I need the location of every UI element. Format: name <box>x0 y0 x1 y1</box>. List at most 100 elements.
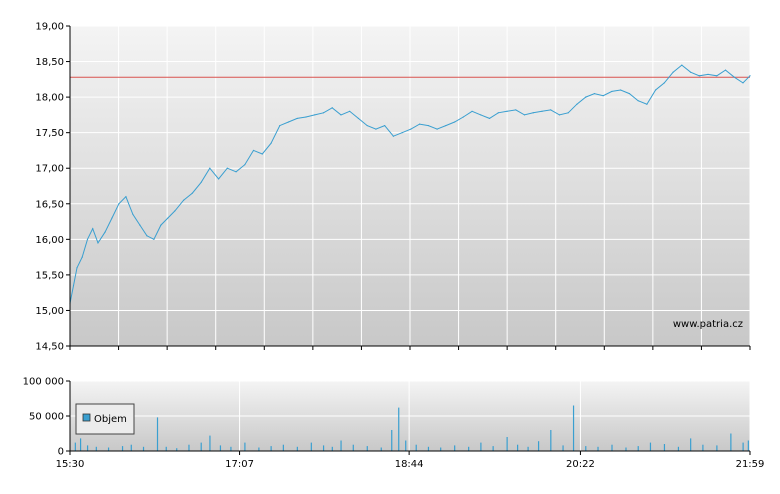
volume-bar <box>506 437 508 451</box>
x-tick-label: 21:59 <box>736 459 765 470</box>
price-point <box>532 112 534 114</box>
price-point <box>410 128 412 130</box>
price-point <box>698 75 700 77</box>
volume-panel: 100 000 50 000 0 15:30 17:07 18:44 20:22 21:59… <box>23 377 765 471</box>
volume-bar <box>331 446 333 451</box>
volume-bar <box>258 447 260 451</box>
volume-legend: Objem <box>75 403 135 435</box>
price-point <box>314 114 316 116</box>
price-point <box>620 89 622 91</box>
volume-bar <box>454 445 456 451</box>
price-point <box>111 217 113 219</box>
price-point <box>200 181 202 184</box>
volume-bar <box>398 407 400 451</box>
volume-bar <box>209 435 211 451</box>
volume-bar <box>597 446 599 451</box>
price-y-tick-label: 19,00 <box>35 22 64 33</box>
volume-y-tick-label: 100 000 <box>23 377 64 388</box>
volume-bar <box>649 442 652 451</box>
price-point <box>217 178 220 180</box>
volume-bar <box>107 447 110 451</box>
price-point <box>322 112 325 114</box>
volume-bar <box>79 438 82 451</box>
price-point <box>97 242 99 244</box>
price-point <box>611 90 613 93</box>
price-point <box>174 210 176 212</box>
price-point <box>541 110 543 112</box>
price-point <box>567 112 569 114</box>
volume-bar <box>244 442 246 451</box>
volume-bar <box>730 433 732 451</box>
volume-bar <box>585 446 587 451</box>
volume-bar <box>562 445 564 451</box>
volume-bar <box>492 446 494 451</box>
price-line <box>69 64 751 304</box>
price-point <box>593 92 596 95</box>
x-tick-label: 20:22 <box>566 459 595 470</box>
price-point <box>488 117 491 120</box>
volume-bar <box>440 447 442 451</box>
volume-bar <box>230 446 232 451</box>
price-point <box>76 267 78 269</box>
price-point <box>663 82 665 84</box>
price-point <box>515 109 517 111</box>
price-point <box>576 103 578 105</box>
volume-y-axis: 100 000 50 000 0 <box>23 377 70 458</box>
volume-bar <box>427 446 430 451</box>
price-point <box>749 75 751 77</box>
price-point <box>270 142 272 144</box>
volume-bar <box>200 442 202 451</box>
volume-bar <box>637 446 639 451</box>
volume-bar <box>165 446 167 451</box>
price-point <box>550 109 552 111</box>
price-point <box>252 149 255 152</box>
legend-label: Objem <box>94 414 127 425</box>
price-point <box>462 116 464 118</box>
volume-bar <box>188 444 190 451</box>
price-point <box>419 123 421 125</box>
volume-bar <box>380 447 382 451</box>
price-point <box>296 117 298 120</box>
price-point <box>139 224 141 226</box>
price-point <box>226 167 228 169</box>
volume-bar <box>527 446 529 451</box>
price-y-tick-label: 17,00 <box>35 164 64 175</box>
price-point <box>287 121 290 123</box>
price-y-tick-label: 18,50 <box>35 57 64 68</box>
price-point <box>125 196 127 198</box>
volume-bar <box>663 444 666 451</box>
volume-bar <box>572 405 575 451</box>
price-y-tick-label: 16,00 <box>35 235 64 246</box>
legend-swatch <box>82 413 91 422</box>
price-point <box>153 238 155 240</box>
price-point <box>637 100 639 102</box>
x-tick-label: 15:30 <box>56 459 85 470</box>
watermark: www.patria.cz <box>673 319 743 330</box>
volume-bar <box>74 442 76 451</box>
price-point <box>497 112 499 114</box>
price-point <box>392 135 394 137</box>
x-tick-label: 17:07 <box>225 459 254 470</box>
price-point <box>707 73 709 75</box>
volume-bar <box>468 446 470 451</box>
volume-bars <box>74 405 749 451</box>
price-point <box>724 69 727 71</box>
price-point <box>453 121 456 123</box>
volume-bar <box>716 445 718 451</box>
volume-bar <box>310 442 312 451</box>
volume-bar <box>550 430 552 451</box>
volume-bar <box>352 444 354 451</box>
volume-bar <box>282 444 284 451</box>
volume-bar <box>747 440 749 451</box>
volume-bar <box>270 446 272 451</box>
volume-bar <box>391 430 393 451</box>
price-point <box>349 110 351 112</box>
price-point <box>681 64 683 66</box>
price-point <box>471 110 473 112</box>
volume-bar <box>95 446 97 451</box>
price-y-axis: 19,00 18,50 18,00 17,50 17,00 16,50 16,00 15,50… <box>35 22 70 353</box>
price-point <box>506 110 508 112</box>
volume-x-axis: 15:30 17:07 18:44 20:22 21:59 <box>56 451 765 470</box>
price-point <box>104 231 106 233</box>
